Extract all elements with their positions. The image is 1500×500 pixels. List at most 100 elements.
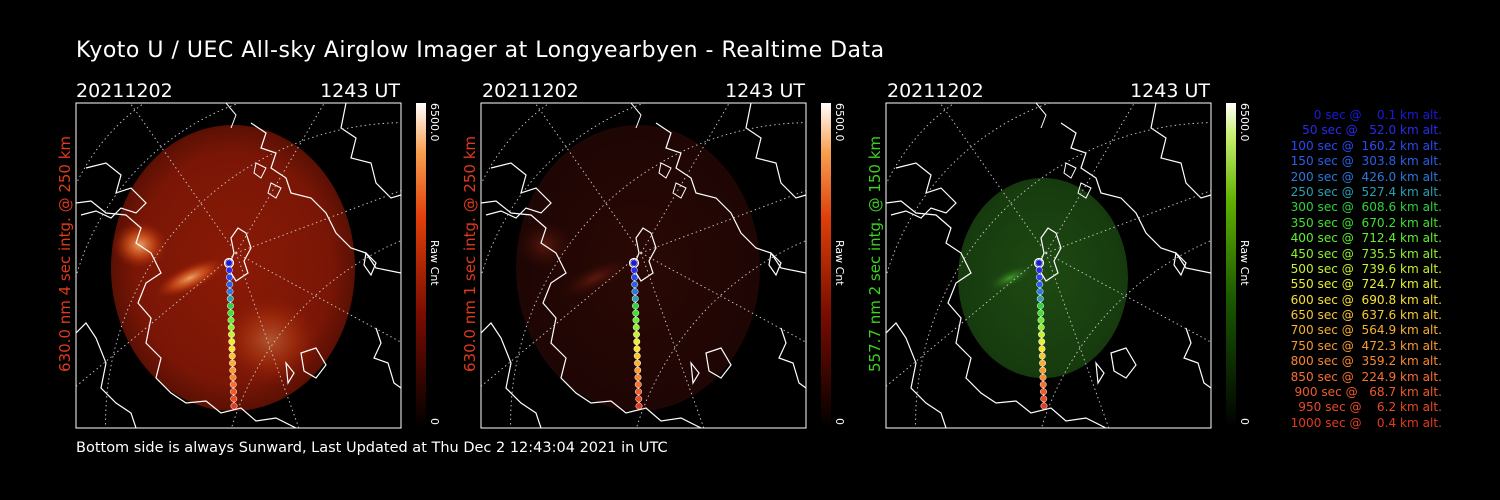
trajectory-point <box>1040 388 1047 396</box>
trajectory-point <box>228 338 236 346</box>
trajectory-point <box>631 273 638 281</box>
trajectory-point <box>632 309 640 317</box>
legend-row: 250 sec @ 527.4 km alt. <box>1290 184 1442 199</box>
trajectory-point <box>227 302 234 310</box>
trajectory-point <box>228 331 235 338</box>
legend-row: 750 sec @ 472.3 km alt. <box>1290 338 1442 353</box>
trajectory-point <box>1037 316 1045 324</box>
trajectory-point <box>1039 373 1047 381</box>
trajectory-point <box>1040 395 1048 403</box>
trajectory-point <box>632 323 640 331</box>
trajectory-point <box>632 316 640 324</box>
trajectory-point <box>226 281 234 288</box>
trajectory-point <box>1038 338 1046 346</box>
trajectory-point <box>230 395 238 403</box>
trajectory-point <box>226 273 233 281</box>
panel-2-image <box>481 103 806 428</box>
legend-row: 0 sec @ 0.1 km alt. <box>1313 108 1442 122</box>
trajectory-point <box>631 288 639 296</box>
trajectory-point <box>1038 352 1046 360</box>
legend-row: 800 sec @ 359.2 km alt. <box>1290 354 1442 369</box>
trajectory-legend: 0 sec @ 0.1 km alt. 50 sec @ 52.0 km alt.… <box>1262 108 1442 431</box>
trajectory-point <box>229 373 237 381</box>
trajectory-point <box>1040 402 1048 410</box>
legend-row: 450 sec @ 735.5 km alt. <box>1290 246 1442 261</box>
panel-2-date: 20211202 <box>482 80 579 102</box>
trajectory-point <box>630 266 638 274</box>
colorbar-2 <box>821 103 831 428</box>
panel-3-date: 20211202 <box>887 80 984 102</box>
trajectory-point <box>226 288 234 296</box>
legend-row: 150 sec @ 303.8 km alt. <box>1290 154 1442 169</box>
legend-row: 350 sec @ 670.2 km alt. <box>1290 215 1442 230</box>
panel-1-time: 1243 UT <box>320 80 400 102</box>
trajectory-point <box>633 331 640 338</box>
trajectory-point <box>630 259 638 267</box>
trajectory-point <box>633 338 641 346</box>
trajectory-point <box>229 366 237 374</box>
legend-row: 50 sec @ 52.0 km alt. <box>1302 123 1442 138</box>
trajectory-point <box>1039 366 1047 374</box>
trajectory-point <box>633 352 641 360</box>
trajectory-point <box>230 388 237 396</box>
trajectory-point <box>1035 266 1043 274</box>
legend-row: 950 sec @ 6.2 km alt. <box>1298 400 1442 415</box>
trajectory-point <box>634 359 641 367</box>
trajectory-point <box>1037 309 1045 317</box>
legend-row: 1000 sec @ 0.4 km alt. <box>1290 415 1442 430</box>
legend-row: 850 sec @ 224.9 km alt. <box>1290 369 1442 384</box>
trajectory-point <box>633 345 641 353</box>
trajectory-point <box>635 388 642 396</box>
trajectory-point <box>634 366 642 374</box>
legend-row: 500 sec @ 739.6 km alt. <box>1290 261 1442 276</box>
trajectory-point <box>225 266 233 274</box>
trajectory-point <box>225 259 233 267</box>
trajectory-point <box>631 295 639 303</box>
legend-row: 200 sec @ 426.0 km alt. <box>1290 169 1442 184</box>
trajectory-point <box>226 295 234 303</box>
trajectory-point <box>228 345 236 353</box>
colorbar-1 <box>416 103 426 428</box>
trajectory-point <box>1039 359 1046 367</box>
trajectory-point <box>229 359 236 367</box>
footer-note: Bottom side is always Sunward, Last Upda… <box>76 440 668 456</box>
panel-3-image <box>886 103 1211 428</box>
trajectory-point <box>635 395 643 403</box>
trajectory-point <box>1038 345 1046 353</box>
trajectory-point <box>631 281 639 288</box>
trajectory-point <box>230 402 238 410</box>
trajectory-point <box>229 381 237 388</box>
trajectory-point <box>1036 295 1044 303</box>
trajectory-point <box>1035 259 1043 267</box>
page-title: Kyoto U / UEC All-sky Airglow Imager at … <box>76 38 885 63</box>
legend-row: 100 sec @ 160.2 km alt. <box>1290 138 1442 153</box>
panel-3-time: 1243 UT <box>1130 80 1210 102</box>
colorbar-3 <box>1226 103 1236 428</box>
legend-row: 600 sec @ 690.8 km alt. <box>1290 292 1442 307</box>
panel-1-image <box>76 103 401 428</box>
legend-row: 300 sec @ 608.6 km alt. <box>1290 200 1442 215</box>
trajectory-point <box>634 381 642 388</box>
trajectory-point <box>227 316 235 324</box>
trajectory-point <box>635 402 643 410</box>
trajectory-point <box>1036 281 1044 288</box>
trajectory-point <box>228 352 236 360</box>
trajectory-point <box>1036 288 1044 296</box>
trajectory-point <box>227 323 235 331</box>
trajectory-point <box>632 302 639 310</box>
trajectory-point <box>1037 302 1044 310</box>
trajectory-point <box>227 309 235 317</box>
panel-2-time: 1243 UT <box>725 80 805 102</box>
legend-row: 650 sec @ 637.6 km alt. <box>1290 308 1442 323</box>
legend-row: 550 sec @ 724.7 km alt. <box>1290 277 1442 292</box>
legend-row: 400 sec @ 712.4 km alt. <box>1290 231 1442 246</box>
legend-row: 900 sec @ 68.7 km alt. <box>1294 385 1442 400</box>
legend-row: 700 sec @ 564.9 km alt. <box>1290 323 1442 338</box>
trajectory-point <box>1037 323 1045 331</box>
trajectory-point <box>1036 273 1043 281</box>
panel-1-date: 20211202 <box>76 80 173 102</box>
trajectory-point <box>634 373 642 381</box>
trajectory-point <box>1038 331 1045 338</box>
trajectory-point <box>1039 381 1047 388</box>
